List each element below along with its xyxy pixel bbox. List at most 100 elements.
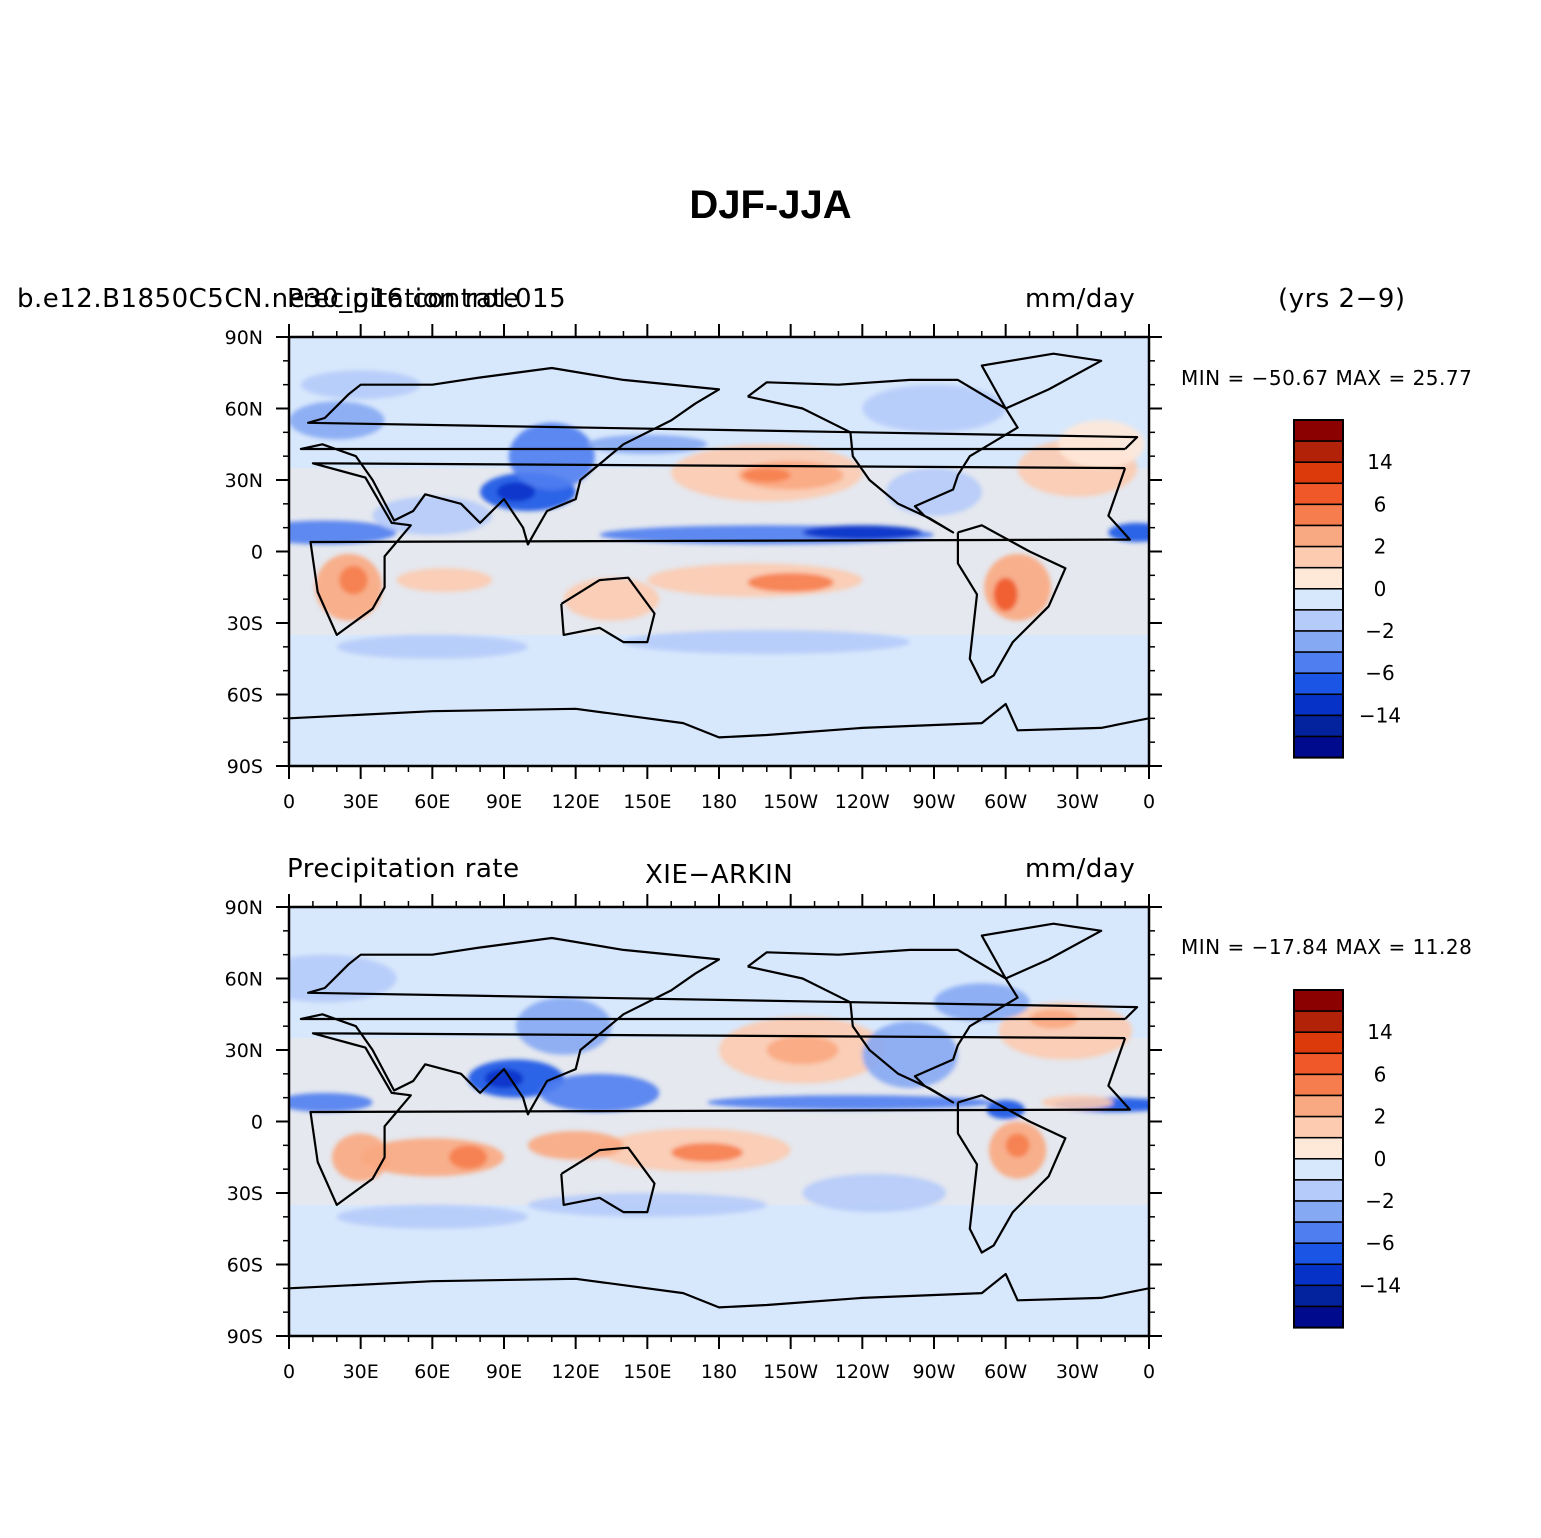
colorbar-box: [1293, 524, 1344, 548]
colorbar-box: [1293, 1031, 1344, 1055]
colorbar-box: [1293, 1221, 1344, 1244]
colorbar-label: −14: [1359, 703, 1401, 727]
panel1-variable-label: Precipitation rate: [287, 284, 520, 314]
colorbar-box: [1293, 989, 1344, 1012]
coastline: [956, 524, 1067, 684]
lon-label: 180: [701, 791, 737, 813]
coastline: [309, 1032, 1132, 1207]
lon-label: 0: [283, 1361, 295, 1383]
colorbar-box: [1293, 1263, 1344, 1287]
anomaly-contour: [527, 1131, 624, 1160]
colorbar-label: 0: [1374, 1147, 1387, 1171]
colorbar-box: [1293, 1242, 1344, 1266]
panel1-years-label: (yrs 2−9): [1278, 284, 1406, 314]
lat-label: 30S: [227, 613, 263, 635]
anomaly-contour: [396, 568, 493, 593]
colorbar-box: [1293, 1179, 1344, 1202]
anomaly-contour: [339, 565, 368, 595]
lon-label: 90W: [913, 791, 956, 813]
lon-label: 180: [701, 1361, 737, 1383]
colorbar-box: [1293, 1094, 1344, 1118]
anomaly-contour: [587, 434, 708, 454]
colorbar-label: 6: [1374, 492, 1387, 516]
lon-label: 120W: [835, 791, 890, 813]
colorbar-box: [1293, 714, 1344, 738]
coastline: [289, 1272, 1149, 1309]
panel1-case-label: b.e12.B1850C5CN.ne30_g16.control.015: [17, 284, 567, 314]
anomaly-contour: [623, 630, 911, 654]
lon-label: 120W: [835, 1361, 890, 1383]
lon-label: 150W: [763, 1361, 818, 1383]
anomaly-contour: [515, 997, 612, 1055]
anomaly-contour: [742, 468, 791, 483]
lat-label: 30N: [225, 470, 263, 492]
colorbar-box: [1293, 566, 1344, 590]
anomaly-contour: [862, 1021, 958, 1089]
anomaly-contour: [289, 954, 397, 1003]
colorbar-box: [1293, 1136, 1344, 1160]
colorbar-box: [1293, 1115, 1344, 1139]
panel1-units-label: mm/day: [1025, 284, 1136, 314]
anomaly-contour: [802, 525, 923, 540]
colorbar-box: [1293, 1010, 1344, 1033]
anomaly-contour: [289, 401, 385, 440]
lat-label: 60N: [225, 969, 263, 991]
colorbar-label: −2: [1365, 1189, 1394, 1213]
map-panel-observed: 90N 60N 30N 0 30S 60S 90S 0 30E 60E 90E 120E 150E 180…: [225, 894, 1162, 1383]
lat-label: 90N: [225, 327, 263, 349]
anomaly-contour: [886, 468, 982, 516]
colorbar-frame: [1293, 989, 1344, 1329]
anomaly-contour: [934, 983, 1030, 1022]
colorbar-box: [1293, 588, 1344, 611]
anomaly-contour: [671, 1142, 743, 1163]
lon-label: 30E: [343, 1361, 379, 1383]
colorbar-box: [1293, 735, 1344, 759]
coastline: [560, 576, 656, 644]
colorbar-box: [1293, 545, 1344, 569]
colorbar-box: [1293, 1073, 1344, 1097]
colorbar-frame: [1293, 419, 1344, 759]
anomaly-contour: [336, 1204, 528, 1229]
coastline: [309, 462, 1132, 637]
figure-title: DJF-JJA: [689, 183, 852, 227]
anomaly-contour: [984, 553, 1052, 621]
anomaly-contour: [332, 1133, 390, 1182]
lon-label: 60E: [414, 791, 450, 813]
colorbar-observed: 14 6 2 0 −2 −6 −14: [1293, 989, 1401, 1329]
anomaly-contour: [1041, 1095, 1114, 1110]
lat-label: 30S: [227, 1183, 263, 1205]
anomaly-contour: [449, 1145, 488, 1170]
colorbar-box: [1293, 440, 1344, 463]
panel2-dataset-label: XIE−ARKIN: [645, 860, 794, 890]
map-panel-model: 90N 60N 30N 0 30S 60S 90S 0 30E 60E 90E 120E 150E 180…: [225, 324, 1162, 813]
panel2-minmax: MIN = −17.84 MAX = 11.28: [1181, 935, 1473, 959]
lat-label: 90N: [225, 897, 263, 919]
lon-label: 60W: [984, 791, 1027, 813]
colorbar-box: [1293, 419, 1344, 442]
lat-label: 30N: [225, 1040, 263, 1062]
colorbar-box: [1293, 461, 1344, 485]
lon-label: 90E: [486, 1361, 522, 1383]
coastline: [747, 378, 1019, 534]
lon-label: 30E: [343, 791, 379, 813]
colorbar-label: 2: [1374, 1105, 1387, 1129]
coastline: [980, 922, 1103, 980]
anomaly-contour: [993, 577, 1018, 612]
colorbar-label: −6: [1365, 661, 1394, 685]
lon-label: 90W: [913, 1361, 956, 1383]
colorbar-box: [1293, 1200, 1344, 1223]
coastline: [956, 1094, 1067, 1254]
coastline: [747, 948, 1019, 1104]
lon-label: 30W: [1056, 1361, 1099, 1383]
lon-label: 150E: [623, 1361, 671, 1383]
coastline: [980, 352, 1103, 410]
anomaly-contour: [738, 460, 844, 490]
colorbar-box: [1293, 1284, 1344, 1308]
colorbar-box: [1293, 503, 1344, 527]
colorbar-model: 14 6 2 0 −2 −6 −14: [1293, 419, 1401, 759]
colorbar-label: −6: [1365, 1231, 1394, 1255]
lat-label: 60N: [225, 399, 263, 421]
coastline: [299, 936, 1139, 1116]
anomaly-contour: [1058, 420, 1145, 469]
